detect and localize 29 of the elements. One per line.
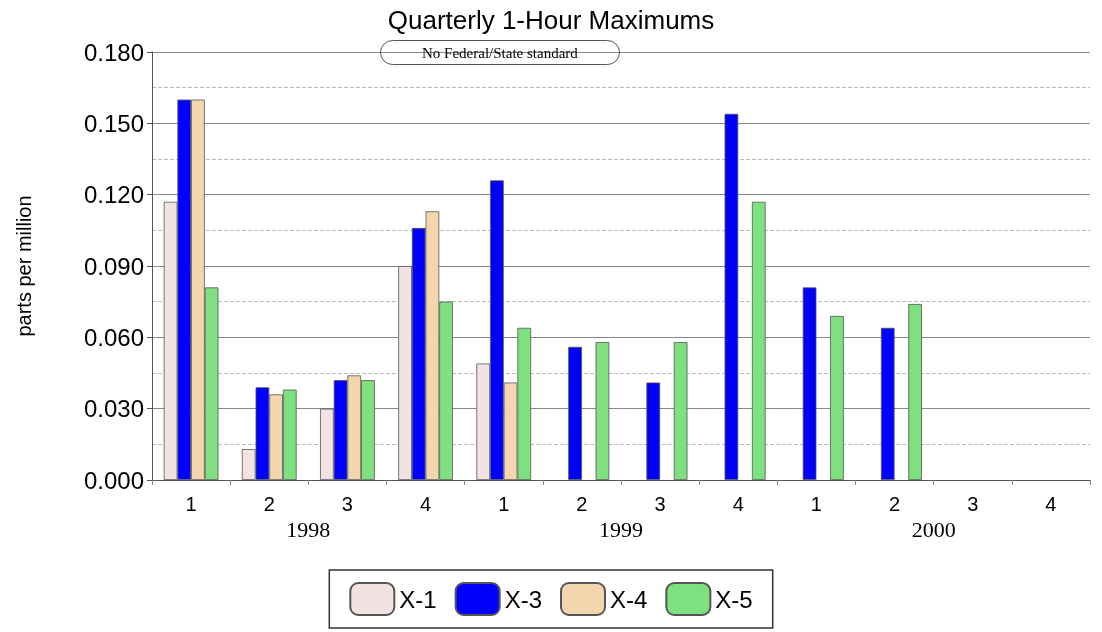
x-tick-label: 4 bbox=[1045, 493, 1057, 515]
x-tick-label: 1 bbox=[498, 493, 510, 515]
text: 1998 bbox=[286, 516, 331, 542]
x-tick-label: 1 bbox=[185, 493, 197, 515]
x-tick-label: 4 bbox=[732, 493, 744, 515]
legend-label: X-1 bbox=[399, 585, 437, 613]
x-tick-label: 3 bbox=[341, 493, 353, 515]
y-tick-label: 0.000 bbox=[83, 466, 144, 494]
annotation: No Federal/State standard bbox=[422, 44, 579, 61]
y-tick-label: 0.180 bbox=[83, 38, 144, 66]
y-tick-label: 0.150 bbox=[83, 109, 144, 137]
y-tick-label: 0.060 bbox=[83, 323, 144, 351]
legend-label: X-3 bbox=[504, 585, 543, 613]
x-tick-label: 3 bbox=[654, 493, 666, 515]
x-tick-label: 3 bbox=[967, 493, 979, 515]
x-tick-label: 1 bbox=[810, 493, 822, 515]
x-tick-label: 2 bbox=[576, 493, 588, 515]
x-tick-label: 2 bbox=[263, 493, 275, 515]
legend-label: X-4 bbox=[610, 585, 648, 613]
text: 1999 bbox=[599, 516, 643, 542]
y-tick-label: 0.090 bbox=[83, 252, 144, 280]
y-tick-label: 0.030 bbox=[83, 395, 144, 423]
text: 2000 bbox=[911, 516, 956, 542]
y-tick-label: 0.120 bbox=[83, 181, 144, 209]
y-axis-title: parts per million bbox=[13, 195, 35, 337]
x-tick-label: 2 bbox=[889, 493, 901, 515]
x-tick-label: 4 bbox=[420, 493, 432, 515]
legend-label: X-5 bbox=[715, 585, 753, 613]
chart-title: Quarterly 1-Hour Maximums bbox=[387, 5, 715, 35]
